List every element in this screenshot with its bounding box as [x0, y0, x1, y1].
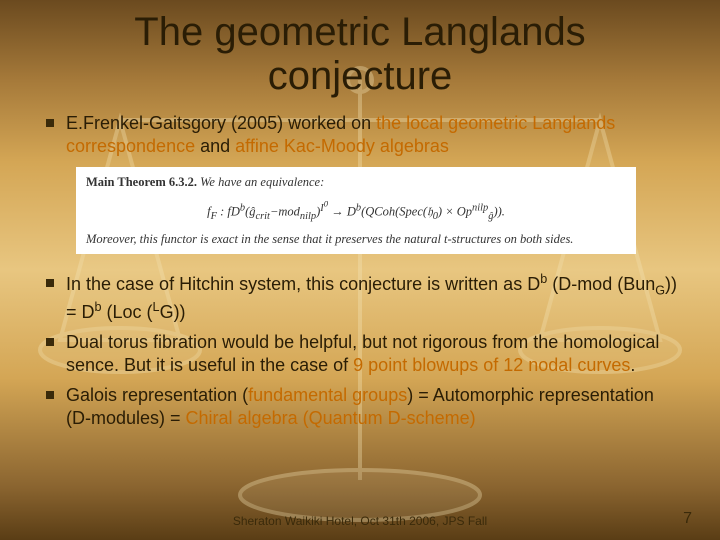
bullet-item-2: In the case of Hitchin system, this conj… — [40, 272, 680, 323]
bullet-item-4: Galois representation (fundamental group… — [40, 384, 680, 429]
b4-hl1: fundamental groups — [248, 385, 407, 405]
theorem-equation: fF : fDb(ĝcrit−modnilp)I0 → Db(QCoh(Spec… — [86, 197, 626, 224]
theorem-tail: Moreover, this functor is exact in the s… — [86, 232, 573, 246]
b2-d: (Loc ( — [102, 302, 153, 322]
b2-e: G)) — [160, 302, 186, 322]
bottom-bullet-list: In the case of Hitchin system, this conj… — [40, 272, 680, 429]
bullet-item-3: Dual torus fibration would be helpful, b… — [40, 331, 680, 376]
theorem-box: Main Theorem 6.3.2. We have an equivalen… — [76, 167, 636, 254]
b2-sub1: G — [655, 284, 665, 298]
b2-b: (D-mod (Bun — [547, 274, 655, 294]
bullet1-highlight2: affine Kac-Moody algebras — [235, 136, 449, 156]
bullet-item-1: E.Frenkel-Gaitsgory (2005) worked on the… — [40, 112, 680, 157]
b4-pre: Galois representation ( — [66, 385, 248, 405]
slide-title: The geometric Langlands conjecture — [40, 10, 680, 98]
b2-sup2: b — [95, 300, 102, 314]
theorem-lead: We have an equivalence: — [200, 175, 324, 189]
b4-hl2: Chiral algebra (Quantum D-scheme) — [186, 408, 476, 428]
slide-container: The geometric Langlands conjecture E.Fre… — [0, 0, 720, 540]
b3-post: . — [630, 355, 635, 375]
b2-sup3: L — [153, 300, 160, 314]
b2-a: In the case of Hitchin system, this conj… — [66, 274, 540, 294]
slide-footer: Sheraton Waikiki Hotel, Oct 31th 2006, J… — [0, 514, 720, 528]
bullet1-mid: and — [195, 136, 235, 156]
theorem-header: Main Theorem 6.3.2. — [86, 175, 197, 189]
top-bullet-list: E.Frenkel-Gaitsgory (2005) worked on the… — [40, 112, 680, 157]
b3-highlight: 9 point blowups of 12 nodal curves — [353, 355, 630, 375]
bullet1-pre: E.Frenkel-Gaitsgory (2005) worked on — [66, 113, 376, 133]
page-number: 7 — [683, 510, 692, 528]
